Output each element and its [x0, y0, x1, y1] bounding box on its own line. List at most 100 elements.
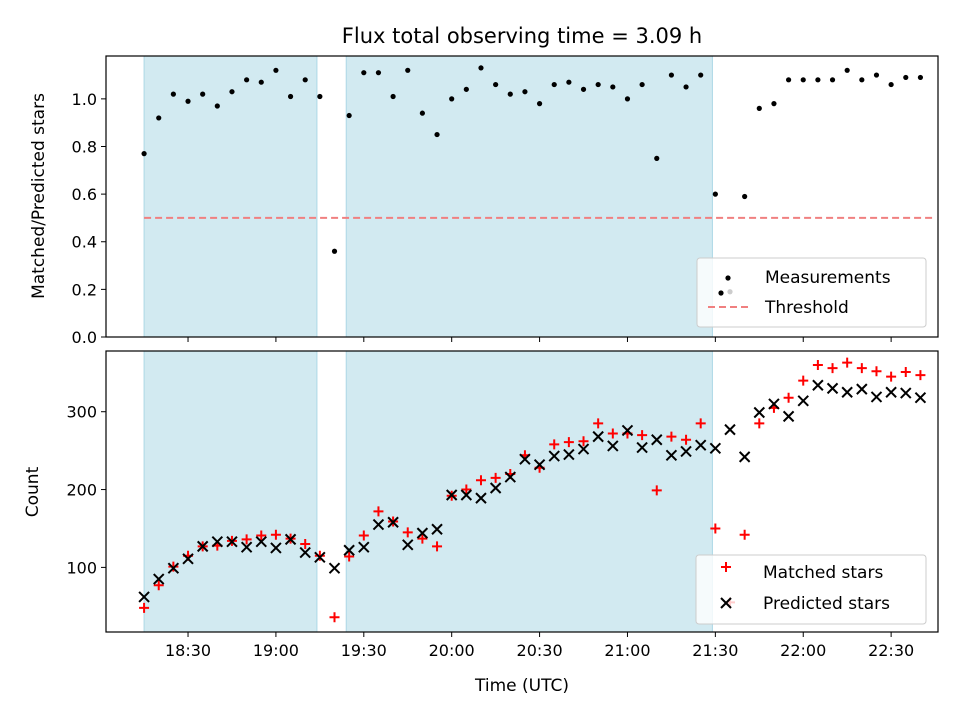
- bottom-panel-x-ticks: 18:30 19:00 19:30 20:00 20:30 21:00 21:30 22:00…: [165, 632, 914, 660]
- matched-star-point: [373, 506, 384, 517]
- matched-star-point: [915, 370, 926, 381]
- legend-predicted-label: Predicted stars: [763, 594, 890, 614]
- measurement-point: [683, 84, 689, 90]
- predicted-star-point: [138, 591, 150, 603]
- matched-star-point: [900, 367, 911, 378]
- x-tick-label: 19:30: [341, 641, 387, 660]
- shaded-interval: [346, 56, 713, 337]
- measurement-point: [844, 67, 850, 73]
- predicted-star-point: [768, 398, 780, 410]
- x-tick-label: 20:00: [429, 641, 475, 660]
- matched-star-point: [871, 366, 882, 377]
- predicted-star-point: [153, 573, 165, 585]
- measurement-point: [361, 70, 367, 76]
- matched-star-point: [607, 428, 618, 439]
- matched-star-point: [241, 534, 252, 545]
- legend-threshold-label: Threshold: [764, 298, 849, 318]
- predicted-star-point: [314, 551, 326, 563]
- measurement-point: [346, 112, 352, 119]
- predicted-star-point: [416, 527, 429, 539]
- y-tick-label: 0.0: [72, 328, 97, 347]
- matched-star-point: [842, 357, 853, 368]
- measurement-point: [610, 84, 616, 90]
- measurement-point: [317, 93, 323, 100]
- matched-star-point: [139, 602, 150, 613]
- measurement-point: [390, 93, 396, 100]
- top-panel-y-ticks: 0.0 0.2 0.4 0.6 0.8 1.0: [72, 90, 106, 347]
- matched-star-point: [168, 561, 179, 572]
- matched-star-point: [739, 529, 750, 540]
- measurement-point: [888, 81, 894, 88]
- measurement-point: [200, 91, 206, 97]
- matched-star-point: [637, 430, 648, 441]
- predicted-star-point: [592, 430, 604, 443]
- shaded-interval: [144, 351, 317, 632]
- predicted-star-point: [709, 442, 722, 455]
- matched-star-point: [153, 580, 164, 591]
- matched-star-point: [402, 527, 413, 538]
- measurement-point: [551, 81, 557, 88]
- matched-star-point: [461, 484, 472, 495]
- bottom-panel-points: [138, 357, 927, 623]
- predicted-star-point: [358, 541, 370, 553]
- matched-star-point: [270, 529, 281, 540]
- matched-star-point: [490, 472, 501, 483]
- bottom-panel-shaded-intervals: [143, 351, 713, 632]
- predicted-star-point: [694, 439, 707, 451]
- predicted-star-point: [870, 391, 883, 403]
- measurement-point: [873, 72, 880, 78]
- predicted-star-point: [724, 423, 736, 436]
- matched-star-point: [754, 418, 765, 429]
- bottom-panel: 100 200 300 18:30 19:00 19:30 20:00 20:30 21:00…: [23, 350, 939, 660]
- predicted-star-point: [387, 516, 399, 528]
- measurement-point: [800, 77, 806, 83]
- matched-star-point: [563, 437, 574, 448]
- x-tick-label: 19:00: [253, 641, 299, 660]
- shaded-interval: [346, 351, 713, 632]
- predicted-star-point: [738, 451, 751, 463]
- y-tick-label: 100: [66, 558, 97, 577]
- matched-star-point: [827, 363, 838, 374]
- matched-star-point: [432, 541, 443, 552]
- measurement-point: [815, 77, 821, 83]
- y-tick-label: 200: [66, 481, 97, 500]
- x-tick-label: 21:00: [604, 641, 650, 660]
- predicted-star-point: [182, 553, 194, 565]
- x-tick-label: 21:30: [692, 641, 738, 660]
- measurement-point: [566, 79, 572, 85]
- matched-star-point: [417, 533, 428, 544]
- predicted-star-point: [680, 445, 692, 458]
- measurement-point: [258, 79, 264, 85]
- matched-star-point: [358, 530, 369, 541]
- measurement-point: [434, 131, 440, 138]
- predicted-star-point: [577, 443, 590, 455]
- matched-star-point: [783, 392, 794, 403]
- predicted-star-point: [651, 434, 663, 446]
- top-panel-x-ticks: [187, 337, 892, 342]
- measurement-point: [405, 67, 411, 73]
- top-panel: 0.0 0.2 0.4 0.6 0.8 1.0 Matched/Predicted sta…: [29, 55, 939, 347]
- measurement-point: [742, 193, 748, 200]
- predicted-star-point: [431, 523, 443, 535]
- measurement-point: [185, 98, 191, 104]
- chart-title: Flux total observing time = 3.09 h: [342, 24, 702, 48]
- predicted-star-point: [240, 541, 253, 553]
- predicted-star-point: [856, 383, 868, 395]
- predicted-star-point: [475, 492, 487, 504]
- top-panel-shaded-intervals: [143, 56, 713, 337]
- matched-star-point: [256, 530, 267, 541]
- measurement-point: [712, 191, 718, 197]
- matched-star-point: [681, 434, 692, 445]
- predicted-star-point: [504, 471, 516, 483]
- matched-star-point: [329, 612, 340, 623]
- x-axis-label: Time (UTC): [474, 676, 569, 696]
- measurement-point: [903, 74, 909, 81]
- measurement-point: [917, 74, 924, 81]
- y-tick-label: 1.0: [72, 90, 97, 109]
- measurement-point: [493, 81, 499, 88]
- predicted-star-point: [753, 406, 766, 419]
- predicted-star-point: [255, 535, 267, 548]
- measurement-point: [449, 96, 455, 102]
- predicted-star-point: [812, 379, 824, 391]
